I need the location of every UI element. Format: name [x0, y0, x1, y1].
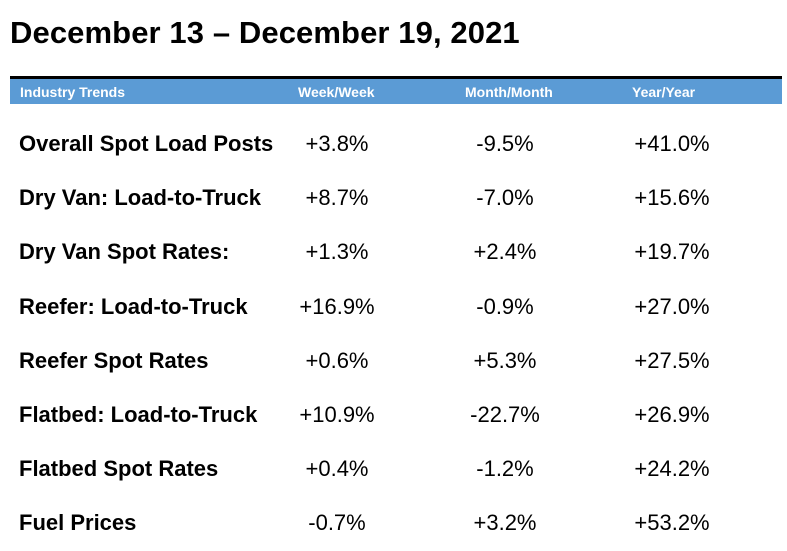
column-header-week-week: Week/Week	[298, 84, 375, 100]
trends-table-body: Overall Spot Load Posts +3.8% -9.5% +41.…	[0, 117, 787, 551]
month-over-month-value: -7.0%	[476, 185, 534, 211]
table-row: Flatbed: Load-to-Truck +10.9% -22.7% +26…	[0, 388, 787, 442]
table-header: Industry Trends Week/Week Month/Month Ye…	[10, 76, 782, 104]
week-over-week-value: -0.7%	[308, 510, 366, 536]
year-over-year-value: +15.6%	[634, 185, 710, 211]
month-over-month-value: +2.4%	[473, 239, 537, 265]
week-over-week-value: +0.6%	[305, 347, 369, 373]
month-over-month-value: +3.2%	[473, 510, 537, 536]
table-row: Dry Van Spot Rates: +1.3% +2.4% +19.7%	[0, 225, 787, 279]
row-label: Reefer: Load-to-Truck	[19, 293, 248, 319]
column-header-industry-trends: Industry Trends	[20, 84, 126, 100]
year-over-year-value: +27.0%	[634, 293, 710, 319]
page-title: December 13 – December 19, 2021	[10, 15, 520, 50]
table-row: Fuel Prices -0.7% +3.2% +53.2%	[0, 496, 787, 550]
row-label: Reefer Spot Rates	[19, 347, 209, 373]
row-label: Dry Van Spot Rates:	[19, 239, 230, 265]
row-label: Flatbed Spot Rates	[19, 456, 219, 482]
row-label: Flatbed: Load-to-Truck	[19, 401, 258, 427]
column-header-year-year: Year/Year	[632, 84, 696, 100]
table-row: Dry Van: Load-to-Truck +8.7% -7.0% +15.6…	[0, 171, 787, 225]
week-over-week-value: +3.8%	[305, 131, 369, 156]
year-over-year-value: +41.0%	[634, 131, 710, 156]
table-row: Reefer: Load-to-Truck +16.9% -0.9% +27.0…	[0, 280, 787, 334]
month-over-month-value: -0.9%	[476, 293, 534, 319]
table-row: Flatbed Spot Rates +0.4% -1.2% +24.2%	[0, 442, 787, 496]
year-over-year-value: +27.5%	[634, 347, 710, 373]
week-over-week-value: +10.9%	[299, 401, 375, 427]
week-over-week-value: +0.4%	[305, 456, 369, 482]
table-row: Reefer Spot Rates +0.6% +5.3% +27.5%	[0, 334, 787, 388]
week-over-week-value: +16.9%	[299, 293, 375, 319]
week-over-week-value: +8.7%	[305, 185, 369, 211]
week-over-week-value: +1.3%	[305, 239, 369, 265]
row-label: Overall Spot Load Posts	[19, 131, 274, 156]
row-label: Dry Van: Load-to-Truck	[19, 185, 262, 211]
month-over-month-value: -22.7%	[470, 401, 540, 427]
row-label: Fuel Prices	[19, 510, 137, 536]
year-over-year-value: +26.9%	[634, 401, 710, 427]
table-row: Overall Spot Load Posts +3.8% -9.5% +41.…	[0, 117, 787, 171]
month-over-month-value: -9.5%	[476, 131, 534, 156]
year-over-year-value: +24.2%	[634, 456, 710, 482]
column-header-month-month: Month/Month	[465, 84, 553, 100]
year-over-year-value: +19.7%	[634, 239, 710, 265]
month-over-month-value: +5.3%	[473, 347, 537, 373]
year-over-year-value: +53.2%	[634, 510, 710, 536]
month-over-month-value: -1.2%	[476, 456, 534, 482]
